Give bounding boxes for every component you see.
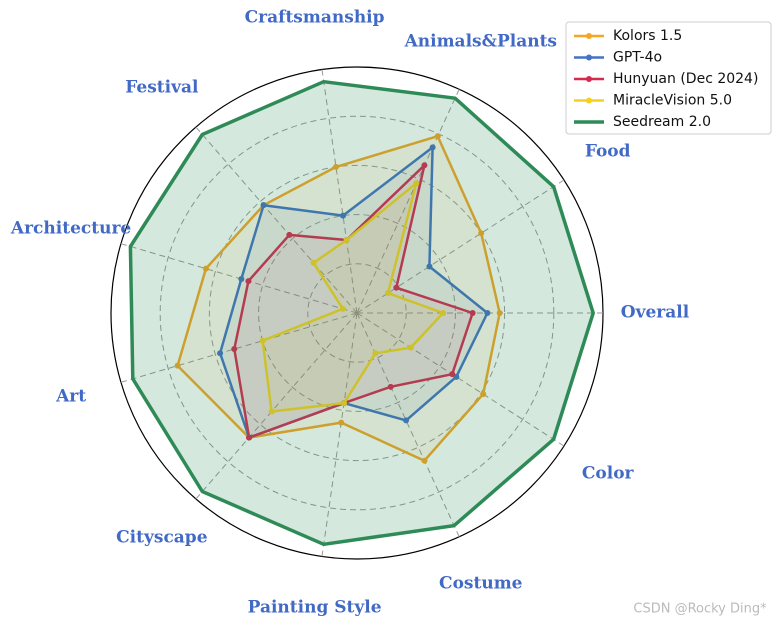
point: [440, 310, 447, 316]
point: [217, 350, 224, 357]
legend-label: GPT-4o: [613, 50, 662, 66]
spoke: [356, 312, 460, 537]
category-label: Animals&Plants: [404, 31, 557, 51]
point: [387, 383, 394, 390]
spoke: [356, 89, 460, 314]
category-label: Overall: [621, 303, 690, 323]
category-label: Color: [582, 464, 635, 484]
legend-label: MiracleVision 5.0: [613, 93, 732, 109]
point: [372, 350, 379, 357]
point: [245, 278, 252, 285]
category-label: Craftsmanship: [245, 8, 385, 28]
series-area: [262, 183, 444, 412]
category-label: Cityscape: [116, 528, 208, 548]
point: [449, 371, 456, 378]
point: [393, 284, 400, 291]
legend-box: [565, 21, 772, 135]
point: [286, 231, 293, 238]
point: [478, 230, 485, 237]
point: [174, 362, 181, 369]
point: [268, 408, 275, 415]
point: [407, 344, 414, 351]
spoke: [195, 312, 358, 500]
point: [434, 133, 441, 140]
series-area: [177, 136, 500, 461]
series-line: [128, 79, 595, 547]
point: [469, 310, 476, 316]
point: [231, 346, 238, 353]
point: [338, 419, 345, 426]
series-line: [218, 146, 489, 439]
grid-ring: [159, 115, 555, 511]
point: [343, 236, 350, 243]
point: [480, 391, 487, 398]
legend-marker: [586, 54, 592, 61]
point: [403, 417, 410, 424]
point: [413, 180, 420, 187]
point: [421, 457, 428, 464]
series-line: [176, 134, 501, 462]
point: [260, 202, 267, 209]
spoke: [120, 312, 358, 383]
series-area: [130, 81, 594, 545]
point: [339, 212, 346, 219]
spoke: [321, 69, 358, 314]
grid-ring: [258, 214, 456, 412]
spoke: [356, 179, 565, 314]
category-label: Architecture: [10, 219, 132, 239]
legend-marker: [586, 76, 592, 82]
point: [259, 337, 266, 344]
category-label: Festival: [125, 77, 199, 97]
watermark: CSDN @Rocky Ding*: [633, 602, 767, 617]
spoke: [195, 126, 358, 314]
category-label: Costume: [439, 574, 523, 594]
spoke: [356, 312, 565, 447]
legend-label: Kolors 1.5: [613, 28, 682, 44]
point: [332, 163, 339, 170]
point: [429, 144, 436, 151]
point: [341, 400, 348, 407]
series-line: [233, 164, 474, 439]
point: [385, 290, 392, 297]
category-label: Art: [55, 386, 86, 406]
legend-label: Seedream 2.0: [613, 114, 711, 130]
point: [202, 265, 209, 272]
point: [339, 305, 346, 312]
point: [310, 259, 317, 266]
category-label: Painting Style: [248, 597, 382, 617]
point: [246, 434, 253, 441]
series-area: [220, 147, 488, 438]
legend-marker: [586, 97, 592, 104]
legend-label: Hunyuan (Dec 2024): [613, 71, 758, 87]
point: [238, 276, 245, 283]
legend-marker: [586, 33, 592, 39]
series-area: [234, 165, 473, 438]
series-line: [261, 181, 445, 413]
point: [496, 310, 503, 316]
point: [484, 310, 491, 316]
point: [421, 162, 428, 169]
spoke: [321, 312, 358, 557]
grid-ring: [307, 263, 407, 363]
point: [426, 263, 433, 270]
category-label: Food: [585, 141, 631, 161]
grid-ring: [208, 164, 506, 462]
